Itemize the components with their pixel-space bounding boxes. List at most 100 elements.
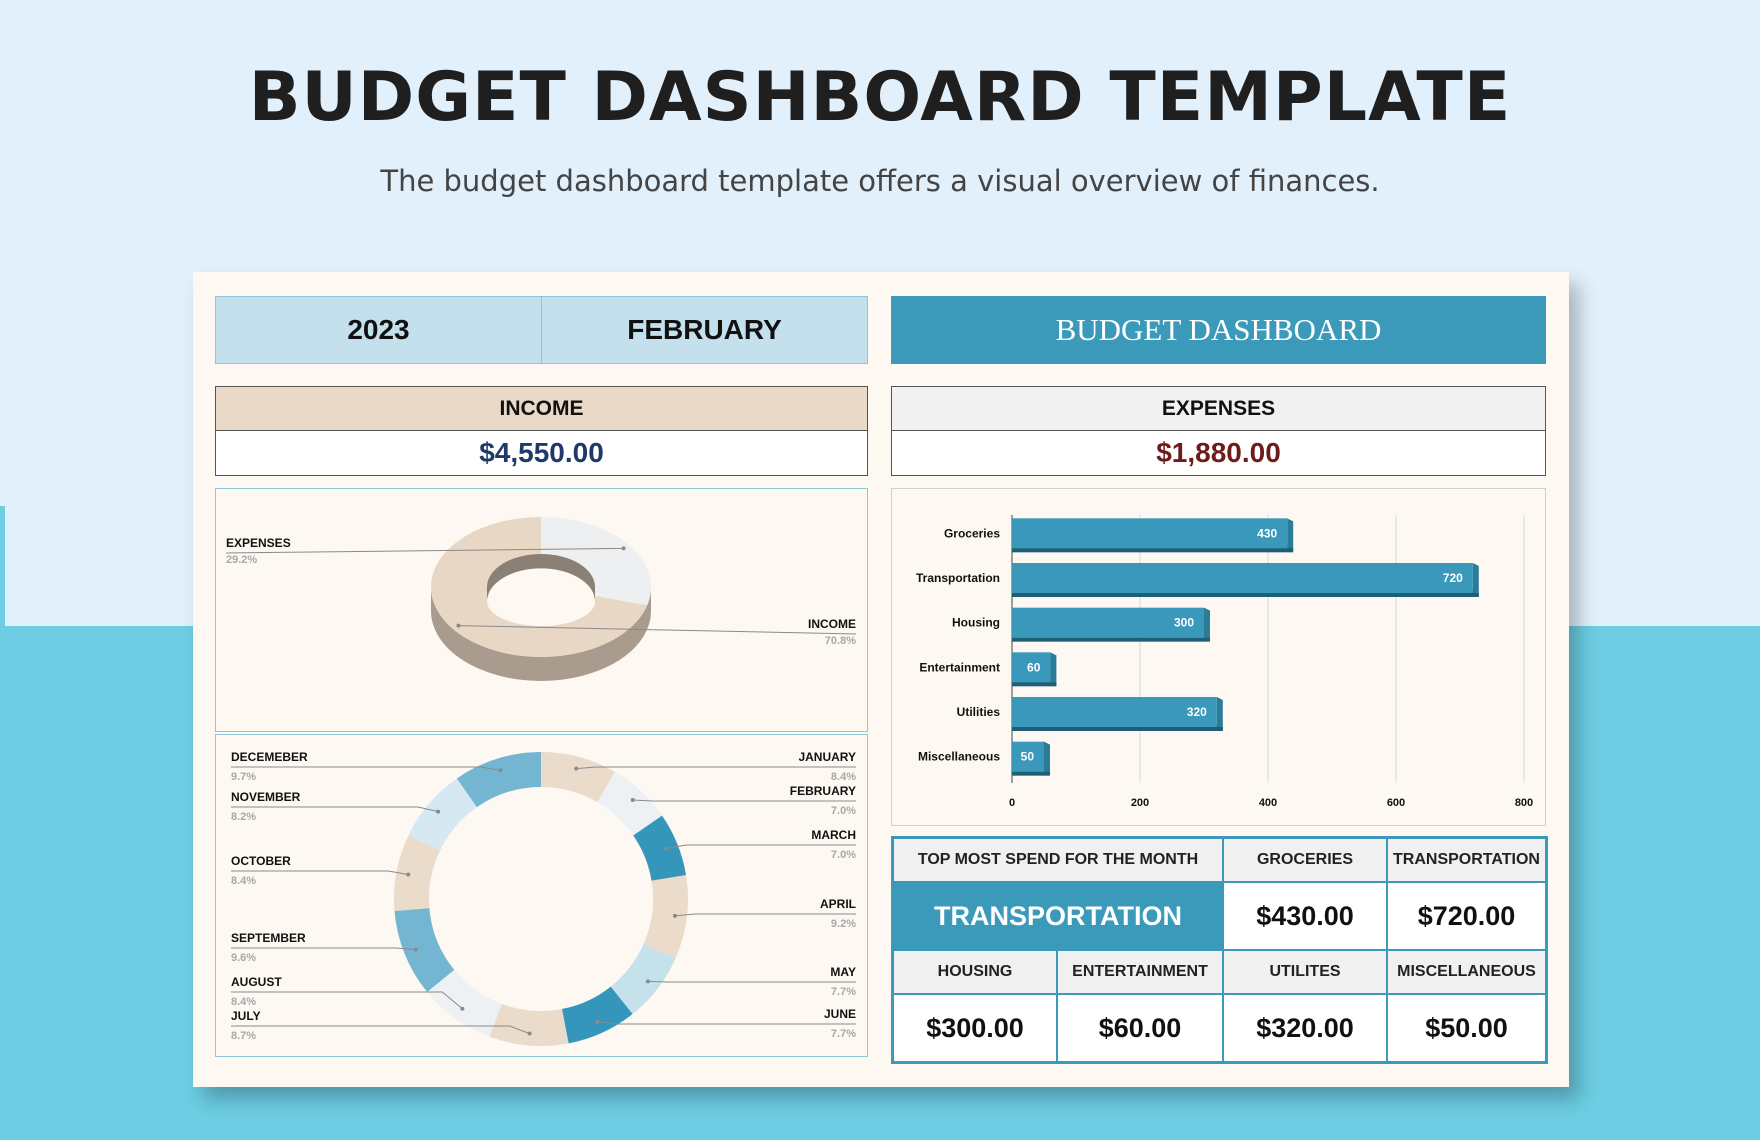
donut-label-february: FEBRUARY [790, 784, 856, 798]
donut-percent-march: 7.0% [831, 849, 856, 861]
donut-percent-january: 8.4% [831, 771, 856, 783]
donut-leader-october [231, 870, 409, 876]
pie-hole-wall [487, 554, 595, 602]
donut-label-march: MARCH [811, 828, 856, 842]
monthly-chart-panel: JANUARY 8.4% FEBRUARY 7.0% MARCH 7.0% APRIL 9.2… [215, 734, 868, 1057]
housing-label: HOUSING [894, 951, 1058, 995]
pie-label-expenses: EXPENSES [226, 536, 291, 550]
donut-slice-june [561, 986, 633, 1044]
bar-transportation [1012, 563, 1473, 593]
month-cell[interactable]: FEBRUARY [541, 296, 868, 364]
donut-percent-july: 8.7% [231, 1030, 256, 1042]
donut-leader-november [231, 806, 439, 813]
bar-value-entertainment: 60 [1027, 660, 1041, 674]
donut-slice-decemeber [456, 752, 541, 808]
bar-bottom-transportation [1012, 593, 1479, 597]
bar-category-miscellaneous: Miscellaneous [918, 750, 1000, 764]
bar-utilities [1012, 697, 1217, 727]
bar-bottom-housing [1012, 637, 1210, 642]
donut-percent-september: 9.6% [231, 952, 256, 964]
misc-label: MISCELLANEOUS [1388, 951, 1545, 995]
donut-leader-dot [527, 1031, 532, 1036]
pie-leader-income [458, 625, 857, 635]
year-cell[interactable]: 2023 [215, 296, 542, 364]
expenses-header: EXPENSES [891, 386, 1546, 431]
bar-xtick-600: 600 [1387, 797, 1405, 809]
top-spend-value: TRANSPORTATION [894, 883, 1224, 951]
donut-slice-september [394, 908, 455, 992]
donut-leader-february [632, 799, 856, 802]
bar-category-utilities: Utilities [957, 705, 1001, 719]
bar-end-miscellaneous [1044, 741, 1050, 775]
bar-category-transportation: Transportation [916, 571, 1000, 585]
bar-value-housing: 300 [1174, 616, 1194, 630]
bar-entertainment [1012, 652, 1051, 683]
bar-bottom-entertainment [1012, 682, 1057, 687]
background-edge [0, 506, 5, 626]
bar-end-entertainment [1050, 652, 1057, 686]
pie-leader-expenses [225, 547, 624, 554]
donut-label-decemeber: DECEMEBER [231, 750, 308, 764]
bar-bottom-utilities [1012, 727, 1223, 731]
donut-leader-january [576, 766, 856, 770]
bar-end-housing [1204, 607, 1210, 641]
donut-leader-dot [460, 1006, 465, 1011]
expenses-value: $1,880.00 [891, 431, 1546, 476]
donut-leader-dot [413, 947, 418, 952]
donut-label-april: APRIL [820, 897, 856, 911]
donut-leader-march [666, 844, 856, 850]
bar-value-utilities: 320 [1187, 705, 1207, 719]
donut-percent-november: 8.2% [231, 811, 256, 823]
bar-value-groceries: 430 [1257, 526, 1277, 540]
pie-slice-expenses [541, 517, 651, 606]
bar-bottom-miscellaneous [1012, 771, 1050, 776]
donut-leader-may [647, 980, 856, 983]
groceries-value: $430.00 [1224, 883, 1388, 951]
utilities-label: UTILITES [1224, 951, 1388, 995]
donut-leader-dot [645, 979, 650, 984]
monthly-donut-chart: JANUARY8.4%FEBRUARY7.0%MARCH7.0%APRIL9.2… [231, 750, 856, 1046]
donut-label-may: MAY [830, 965, 856, 979]
bar-value-miscellaneous: 50 [1021, 750, 1035, 764]
bar-xtick-0: 0 [1009, 797, 1015, 809]
donut-slice-july [489, 1003, 569, 1046]
bar-miscellaneous [1012, 741, 1044, 772]
bar-bottom-groceries [1012, 548, 1294, 553]
donut-label-september: SEPTEMBER [231, 931, 306, 945]
donut-percent-august: 8.4% [231, 996, 256, 1008]
bar-xtick-800: 800 [1515, 797, 1533, 809]
bar-xtick-400: 400 [1259, 797, 1277, 809]
page-subtitle: The budget dashboard template offers a v… [380, 164, 1380, 198]
donut-leader-dot [595, 1019, 600, 1024]
donut-slice-november [408, 778, 477, 851]
bar-category-housing: Housing [952, 616, 1000, 630]
donut-percent-february: 7.0% [831, 805, 856, 817]
donut-percent-may: 7.7% [831, 986, 856, 998]
groceries-label: GROCERIES [1224, 839, 1388, 883]
donut-slice-october [394, 835, 440, 911]
page-title: BUDGET DASHBOARD TEMPLATE [248, 58, 1512, 137]
donut-percent-june: 7.7% [831, 1028, 856, 1040]
bar-category-entertainment: Entertainment [919, 660, 1000, 674]
donut-leader-august [231, 991, 463, 1010]
pie-hole [487, 576, 595, 627]
pie-depth-side [431, 587, 651, 681]
donut-label-june: JUNE [824, 1007, 856, 1021]
donut-slice-march [633, 815, 687, 881]
donut-leader-dot [436, 809, 441, 814]
pie-percent-expenses: 29.2% [226, 554, 257, 566]
donut-slice-january [541, 752, 616, 803]
bar-groceries [1012, 518, 1288, 549]
donut-slice-february [597, 772, 663, 836]
entertainment-value: $60.00 [1058, 995, 1224, 1061]
bar-housing [1012, 607, 1204, 638]
expenses-bar-chart: 0 200 400 600 800 Groceries 430 Transportation 7… [916, 515, 1533, 809]
donut-slice-april [643, 875, 688, 959]
donut-leader-decemeber [231, 766, 501, 771]
bar-xtick-200: 200 [1131, 797, 1149, 809]
transportation-value: $720.00 [1388, 883, 1545, 951]
pie-percent-income: 70.8% [825, 635, 856, 647]
donut-leader-dot [664, 846, 669, 851]
pie-label-income: INCOME [808, 617, 856, 631]
top-spend-label: TOP MOST SPEND FOR THE MONTH [894, 839, 1224, 883]
